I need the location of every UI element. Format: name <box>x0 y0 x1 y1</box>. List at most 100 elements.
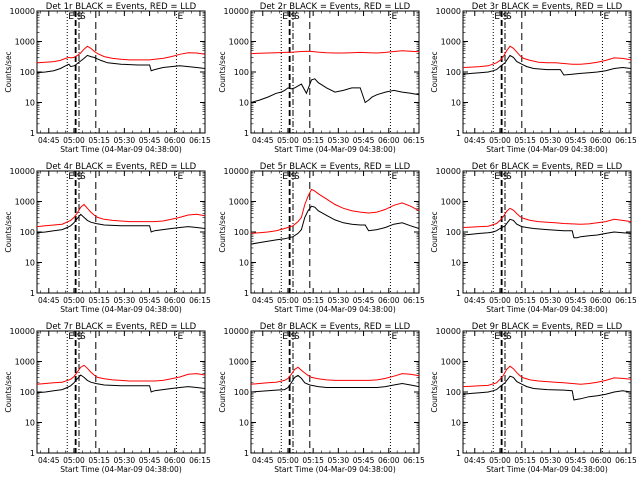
x-tick-label: 06:00 <box>164 136 186 145</box>
x-tick-label: 05:45 <box>565 456 587 465</box>
time-marker-label: S <box>503 332 509 342</box>
x-tick-label: 05:45 <box>139 456 161 465</box>
y-tick-label: 100 <box>20 68 35 77</box>
y-tick-label: 1000 <box>441 358 461 367</box>
x-tick-label: 04:45 <box>38 136 60 145</box>
x-tick-label: 06:15 <box>403 296 425 305</box>
x-axis-label: Start Time (04-Mar-09 04:38:00) <box>60 465 182 474</box>
x-tick-label: 05:15 <box>302 296 324 305</box>
x-tick-label: 05:45 <box>139 296 161 305</box>
x-tick-label: 04:45 <box>464 136 486 145</box>
x-tick-label: 05:30 <box>540 296 562 305</box>
y-axis-label: Counts/sec <box>4 51 13 92</box>
y-tick-label: 1 <box>244 129 249 138</box>
time-marker-label: S <box>80 332 86 342</box>
time-marker-label: S <box>77 172 83 182</box>
y-axis-label: Counts/sec <box>218 371 227 412</box>
series-lld <box>36 364 206 385</box>
x-tick-label: 05:30 <box>114 296 136 305</box>
time-marker-label: E <box>68 12 74 22</box>
y-axis-label: Counts/sec <box>430 51 439 92</box>
y-tick-label: 100 <box>20 228 35 237</box>
x-tick-label: 06:15 <box>189 136 211 145</box>
time-marker-label: E <box>494 332 500 342</box>
x-tick-label: 05:30 <box>328 456 350 465</box>
time-marker-label: E <box>282 172 288 182</box>
x-tick-label: 05:00 <box>277 296 299 305</box>
time-marker-label: S <box>291 332 297 342</box>
y-tick-label: 10 <box>451 99 461 108</box>
y-tick-label: 10 <box>239 99 249 108</box>
series-events <box>462 375 632 401</box>
time-marker-label: E <box>603 12 609 22</box>
x-tick-label: 06:15 <box>615 296 637 305</box>
y-tick-label: 10 <box>239 259 249 268</box>
time-marker-label: S <box>506 172 512 182</box>
x-tick-label: 05:00 <box>63 456 85 465</box>
x-tick-label: 05:45 <box>353 296 375 305</box>
x-tick-label: 06:00 <box>378 296 400 305</box>
series-events <box>462 218 632 239</box>
series-events <box>462 54 632 76</box>
panel-title: Det 2r BLACK = Events, RED = LLD <box>260 2 411 12</box>
y-tick-label: 1000 <box>15 358 35 367</box>
y-tick-label: 10 <box>25 99 35 108</box>
time-marker-label: E <box>391 332 397 342</box>
y-tick-label: 10 <box>25 259 35 268</box>
x-tick-label: 05:45 <box>565 296 587 305</box>
x-tick-label: 06:00 <box>378 136 400 145</box>
x-tick-label: 05:30 <box>114 456 136 465</box>
series-events <box>250 374 420 393</box>
x-tick-label: 04:45 <box>464 296 486 305</box>
y-tick-label: 1000 <box>229 38 249 47</box>
series-events <box>250 78 420 104</box>
x-tick-label: 05:00 <box>489 136 511 145</box>
time-marker-label: E <box>282 332 288 342</box>
panel-det-4: Det 4r BLACK = Events, RED = LLD 1 10 100 10… <box>4 162 211 314</box>
x-tick-label: 04:45 <box>252 136 274 145</box>
x-tick-label: 06:00 <box>164 296 186 305</box>
x-tick-label: 05:15 <box>514 456 536 465</box>
x-tick-label: 04:45 <box>38 456 60 465</box>
panel-det-7: Det 7r BLACK = Events, RED = LLD 1 10 100 10… <box>4 322 211 474</box>
y-tick-label: 10000 <box>224 167 249 176</box>
y-tick-label: 1 <box>30 289 35 298</box>
x-axis-label: Start Time (04-Mar-09 04:38:00) <box>486 465 608 474</box>
time-marker-label: S <box>77 12 83 22</box>
x-tick-label: 05:15 <box>88 456 110 465</box>
time-marker-label: S <box>291 12 297 22</box>
x-tick-label: 06:15 <box>615 136 637 145</box>
time-marker-label: S <box>294 12 300 22</box>
x-tick-label: 05:30 <box>540 136 562 145</box>
x-tick-label: 05:15 <box>514 296 536 305</box>
panel-det-5: Det 5r BLACK = Events, RED = LLD 1 10 100 10… <box>218 162 425 314</box>
series-events <box>36 374 206 394</box>
plot-frame <box>36 330 206 454</box>
x-tick-label: 05:45 <box>353 456 375 465</box>
y-tick-label: 10 <box>239 419 249 428</box>
x-tick-label: 05:00 <box>489 296 511 305</box>
plot-frame <box>250 10 420 134</box>
x-tick-label: 05:00 <box>277 136 299 145</box>
y-tick-label: 1000 <box>15 38 35 47</box>
y-tick-label: 10000 <box>10 167 35 176</box>
series-events <box>250 205 420 245</box>
series-lld <box>462 45 632 68</box>
x-tick-label: 05:45 <box>353 136 375 145</box>
x-tick-label: 06:00 <box>590 296 612 305</box>
x-tick-label: 06:15 <box>189 456 211 465</box>
time-marker-label: E <box>603 332 609 342</box>
y-axis-label: Counts/sec <box>218 211 227 252</box>
x-axis-label: Start Time (04-Mar-09 04:38:00) <box>274 145 396 154</box>
time-marker-label: S <box>506 12 512 22</box>
y-tick-label: 10000 <box>10 7 35 16</box>
x-axis-label: Start Time (04-Mar-09 04:38:00) <box>274 465 396 474</box>
series-events <box>36 213 206 234</box>
y-tick-label: 1000 <box>441 198 461 207</box>
y-tick-label: 1 <box>30 449 35 458</box>
y-tick-label: 10 <box>25 419 35 428</box>
y-tick-label: 10 <box>451 419 461 428</box>
y-tick-label: 1 <box>244 449 249 458</box>
x-tick-label: 05:15 <box>302 136 324 145</box>
x-tick-label: 06:00 <box>378 456 400 465</box>
